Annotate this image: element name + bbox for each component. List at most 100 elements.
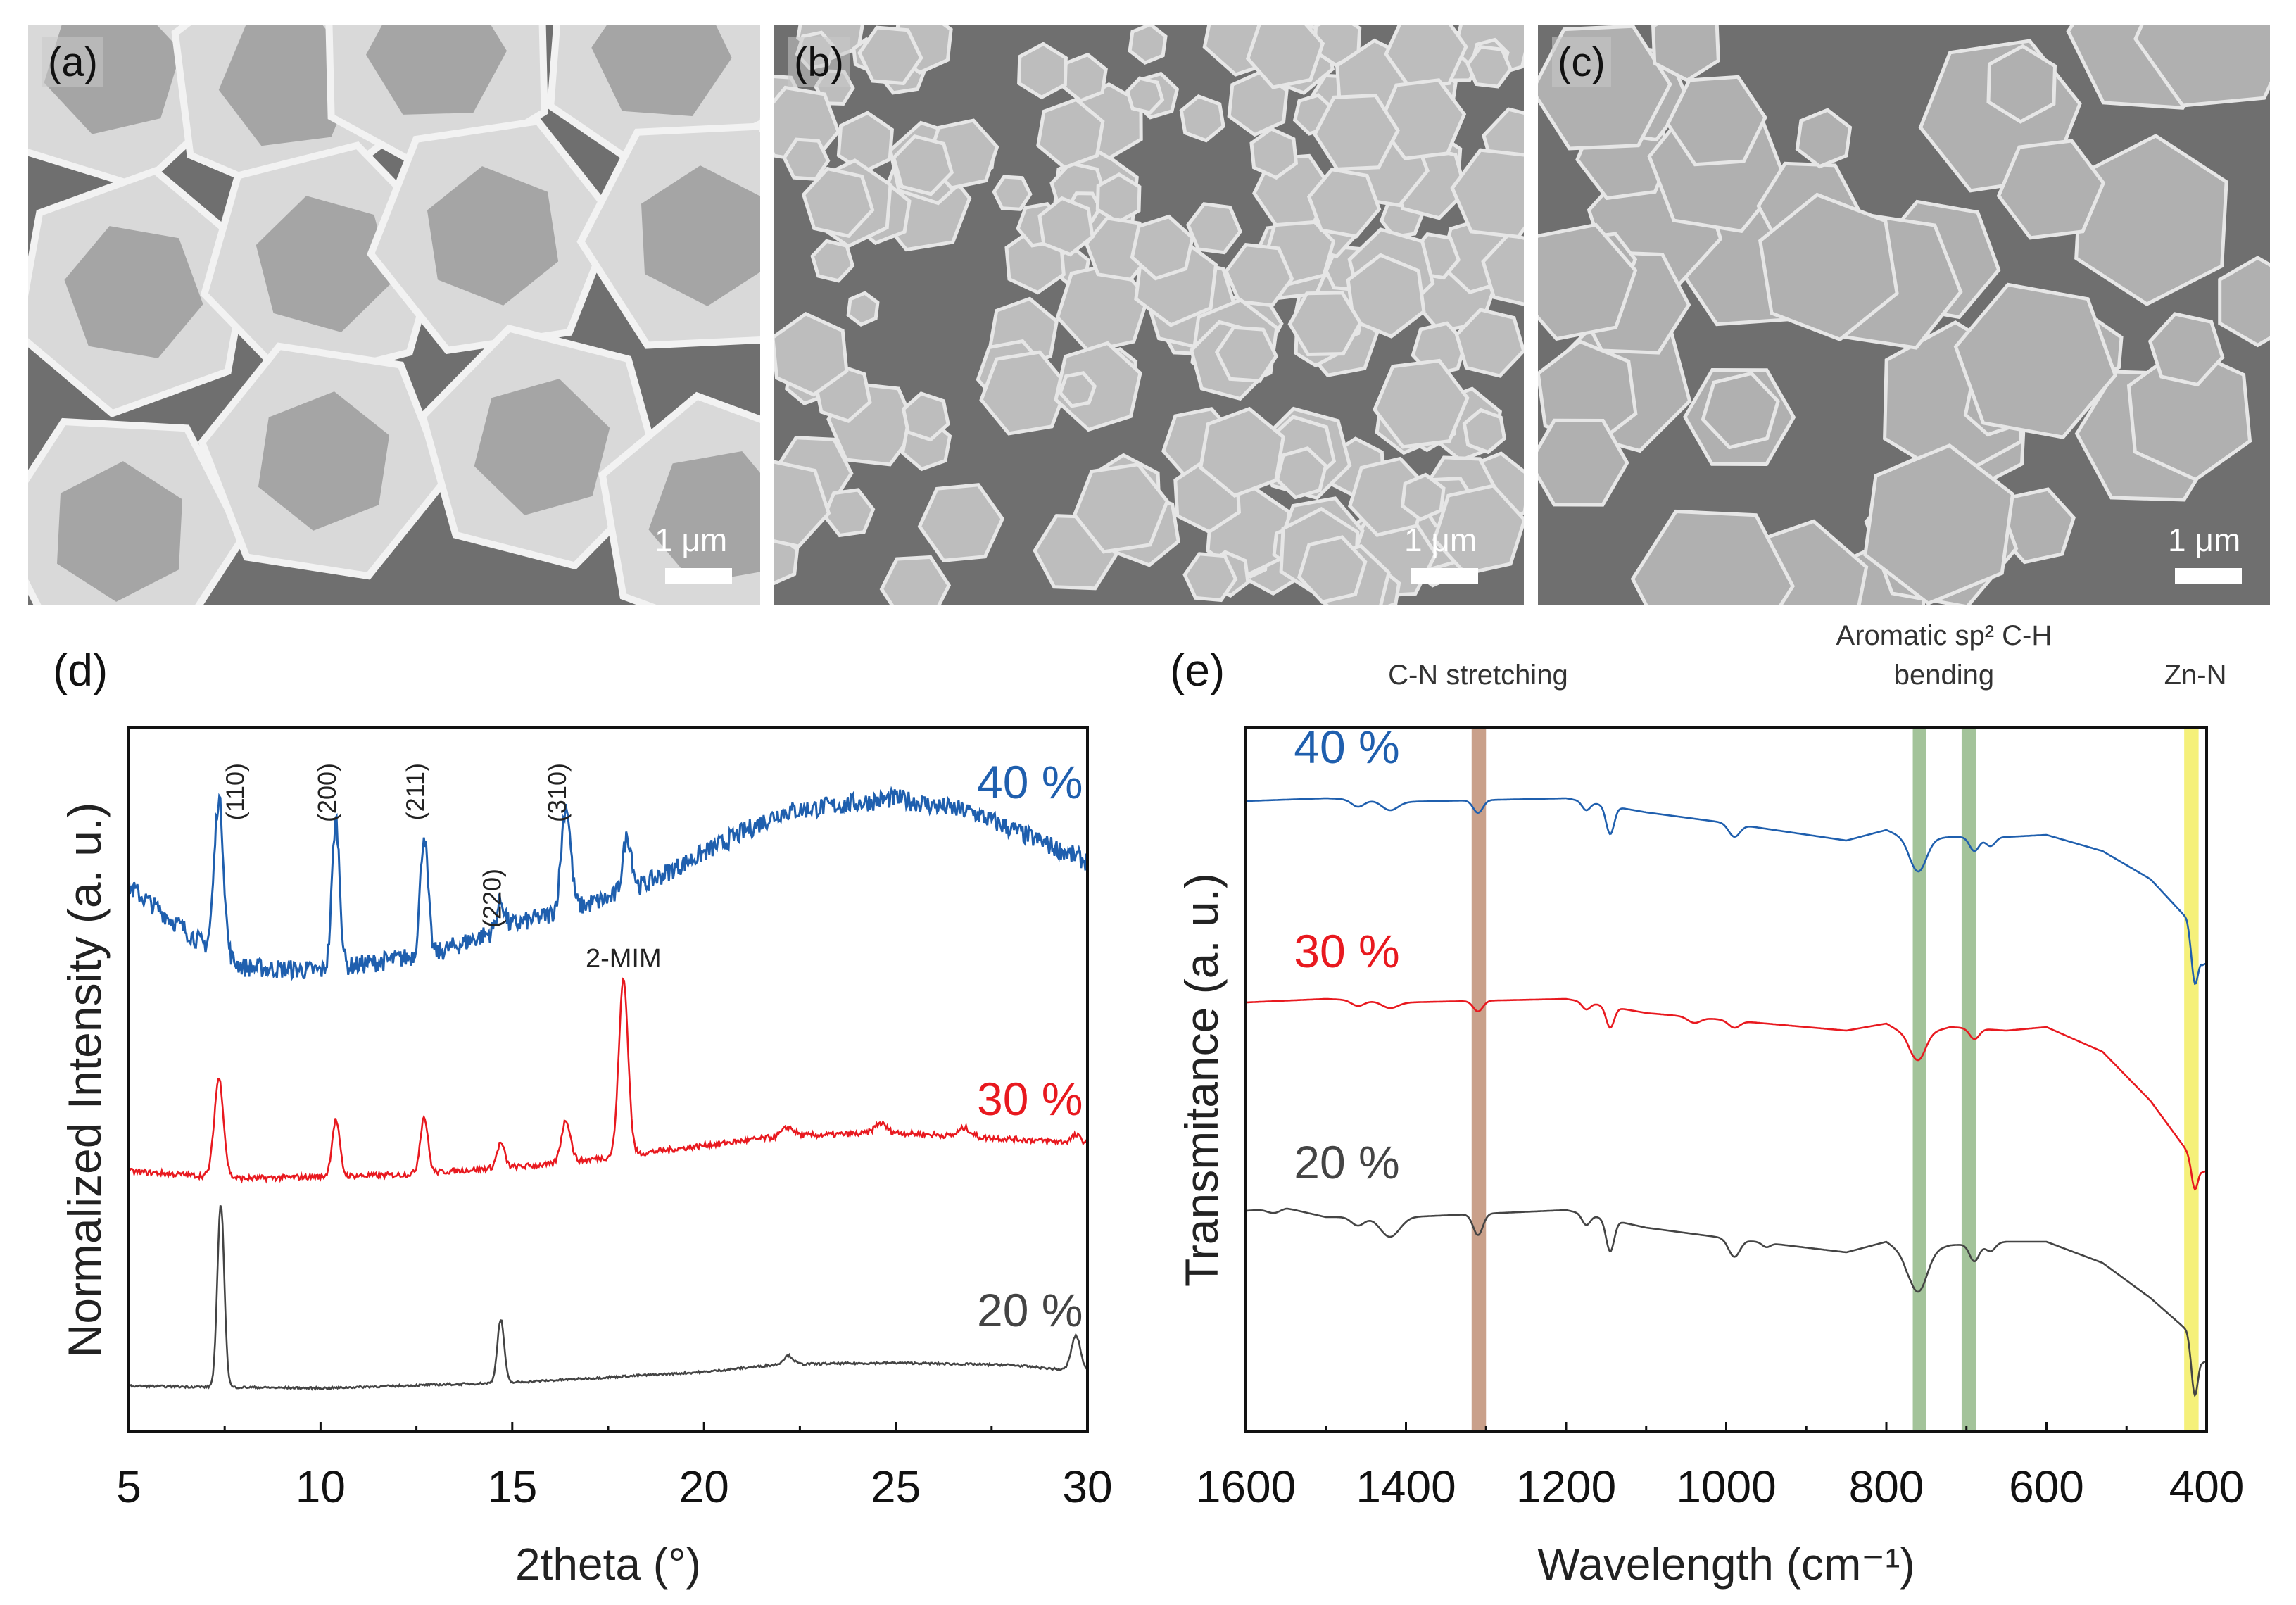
particle-shape xyxy=(1130,214,1194,281)
particle-shape xyxy=(979,350,1070,436)
series-line-30pct xyxy=(127,977,1089,1184)
x-tick-label: 600 xyxy=(2009,1461,2084,1512)
scale-bar-c xyxy=(2175,568,2242,584)
highlight-band xyxy=(1912,728,1926,1432)
peak-annotation: (310) xyxy=(543,763,572,822)
band-label: Aromatic sp² C-H xyxy=(1836,620,2052,651)
band-label: C-N stretching xyxy=(1388,660,1568,691)
panel-label-c: (c) xyxy=(1552,37,1611,87)
crystal-facet xyxy=(258,391,390,531)
series-line-30pct xyxy=(1245,997,2207,1191)
particle-shape xyxy=(1313,94,1400,171)
highlight-band xyxy=(1961,728,1976,1432)
particle-shape xyxy=(1275,446,1328,500)
particle-shape xyxy=(1199,406,1285,498)
panel-label: (e) xyxy=(1170,645,1225,696)
x-tick-label: 10 xyxy=(296,1461,346,1512)
particle-shape xyxy=(1400,472,1446,522)
x-axis-title: Wavelength (cm⁻¹) xyxy=(1537,1539,1915,1590)
series-label: 20 % xyxy=(977,1284,1083,1336)
highlight-band xyxy=(2184,728,2199,1432)
band-label: Zn-N xyxy=(2164,660,2227,691)
y-axis-title: Normalized Intensity (a. u.) xyxy=(58,802,111,1358)
sem-panel-c: (c) 1 μm xyxy=(1538,25,2270,605)
crystal-facet xyxy=(641,165,760,306)
particle-shape xyxy=(2218,256,2270,348)
crystal-facet xyxy=(427,166,559,306)
crystal-facet xyxy=(64,226,203,358)
x-tick-label: 1600 xyxy=(1196,1461,1296,1512)
particle-shape xyxy=(1346,253,1426,339)
panel-label-a: (a) xyxy=(42,37,103,87)
peak-annotation: (110) xyxy=(220,763,249,820)
crystal-facet xyxy=(256,196,392,332)
particle-shape xyxy=(879,555,952,605)
particle-shape xyxy=(1072,462,1170,554)
particle-shape xyxy=(1863,443,2015,605)
scale-bar-label-b: 1 μm xyxy=(1404,522,1477,558)
particle-shape xyxy=(774,460,831,548)
peak-annotation: 2-MIM xyxy=(586,944,662,974)
particle-shape xyxy=(1454,308,1524,378)
particle-shape xyxy=(1373,358,1470,449)
particle-shape xyxy=(1186,202,1242,255)
particle-shape xyxy=(1245,25,1325,89)
scale-bar-label-a: 1 μm xyxy=(655,522,728,558)
series-label: 40 % xyxy=(1294,721,1399,773)
particle-shape xyxy=(2133,25,2270,108)
particle-shape xyxy=(1481,232,1524,306)
series-label: 30 % xyxy=(1294,925,1399,977)
particle-shape xyxy=(1795,108,1853,169)
xrd-chart: 40 % 30 % 20 % 5 10 15 20 25 30 2theta (°) Normali… xyxy=(53,645,1113,1590)
particle-shape xyxy=(1538,222,1638,341)
crystal-facet xyxy=(648,451,760,584)
panel-label: (d) xyxy=(53,645,108,696)
particle-shape xyxy=(1297,535,1368,604)
x-tick-label: 1200 xyxy=(1516,1461,1616,1512)
particle-shape xyxy=(1986,44,2057,124)
crystal-facet xyxy=(218,25,359,146)
particle-shape xyxy=(891,134,954,196)
particle-shape xyxy=(1450,148,1524,239)
x-tick-label: 1400 xyxy=(1356,1461,1456,1512)
crystal-facet xyxy=(366,25,507,115)
series-line-20pct xyxy=(128,1204,1088,1391)
particle-shape xyxy=(1306,168,1382,239)
highlight-band xyxy=(1471,728,1487,1432)
x-tick-label: 15 xyxy=(487,1461,537,1512)
particle-shape xyxy=(1214,325,1279,383)
sem-image-b xyxy=(774,25,1524,605)
particle-shape xyxy=(2126,345,2252,482)
particle-shape xyxy=(1630,509,1795,605)
particle-shape xyxy=(1125,76,1165,115)
band-label: bending xyxy=(1894,660,1994,691)
plot-frame xyxy=(127,726,1089,1433)
particle-shape xyxy=(1017,42,1068,100)
sem-panel-b: (b) 1 μm xyxy=(774,25,1524,605)
y-axis-title: Transmitance (a. u.) xyxy=(1175,873,1228,1287)
particle-shape xyxy=(2074,134,2228,306)
x-tick-label: 25 xyxy=(871,1461,921,1512)
particle-shape xyxy=(857,25,923,86)
scale-bar-a xyxy=(665,568,732,584)
particle-shape xyxy=(1058,371,1097,408)
x-tick-label: 400 xyxy=(2169,1461,2245,1512)
particle-shape xyxy=(1249,127,1299,180)
series-label: 30 % xyxy=(977,1073,1083,1125)
x-tick-label: 20 xyxy=(679,1461,729,1512)
particle-shape xyxy=(1182,552,1238,603)
particle-shape xyxy=(1701,371,1780,450)
particle-shape xyxy=(1054,341,1142,432)
series-label: 20 % xyxy=(1294,1136,1399,1188)
crystal-facet xyxy=(591,25,732,116)
sem-image-c xyxy=(1538,25,2270,605)
series-line-40pct xyxy=(127,786,1089,982)
particle-shape xyxy=(774,532,800,585)
plot-frame xyxy=(1244,726,2208,1433)
particle-shape xyxy=(917,483,1005,562)
particle-shape xyxy=(1758,192,1899,342)
x-tick-label: 5 xyxy=(116,1461,141,1512)
scale-bar-label-c: 1 μm xyxy=(2168,522,2241,558)
particle-shape xyxy=(846,291,880,327)
